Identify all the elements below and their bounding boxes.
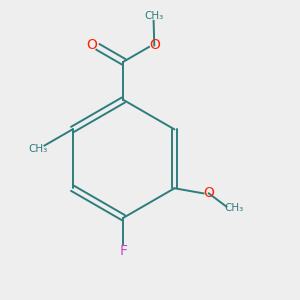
Text: O: O — [203, 185, 214, 200]
Text: O: O — [86, 38, 97, 52]
Text: CH₃: CH₃ — [28, 143, 48, 154]
Text: F: F — [119, 244, 128, 258]
Text: CH₃: CH₃ — [224, 202, 243, 212]
Text: CH₃: CH₃ — [144, 11, 163, 20]
Text: O: O — [149, 38, 160, 52]
